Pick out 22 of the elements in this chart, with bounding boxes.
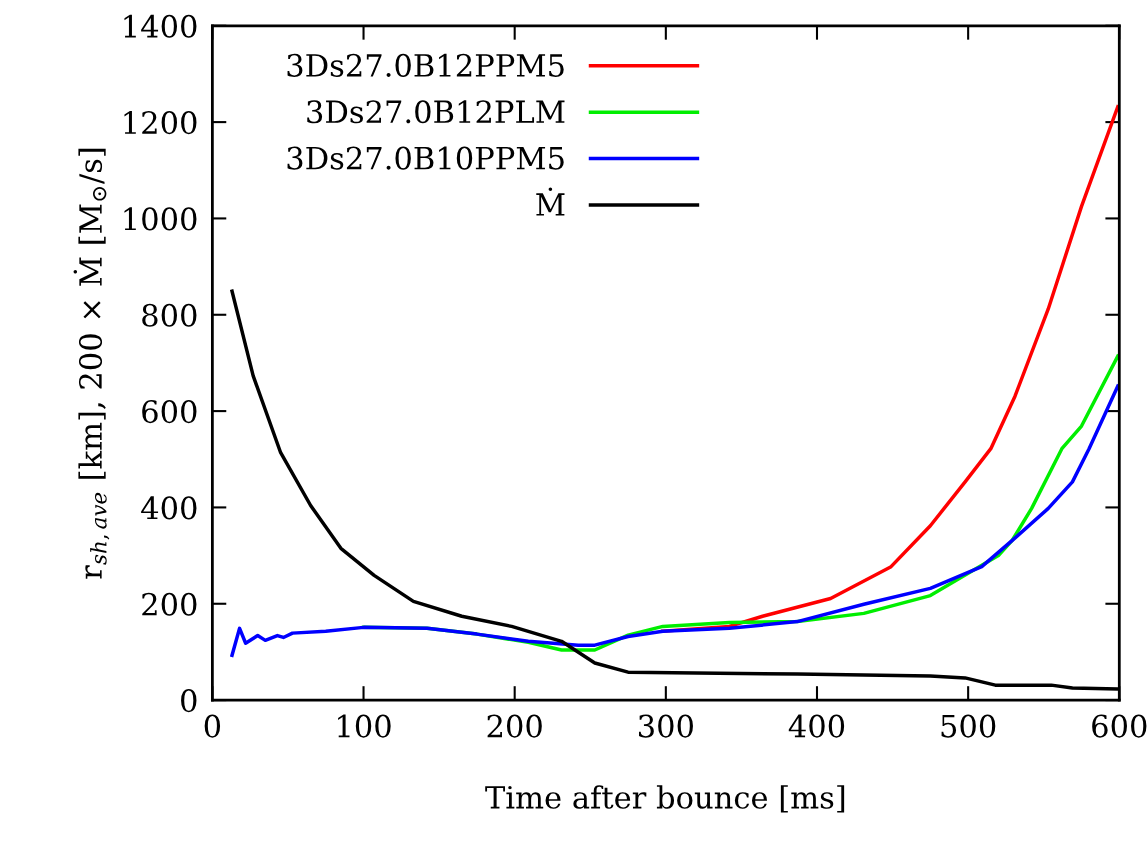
legend-label: 3Ds27.0B12PLM <box>307 100 565 124</box>
y-tick-label: 600 <box>142 400 197 424</box>
x-tick-label: 500 <box>941 714 996 738</box>
y-tick-label: 400 <box>141 496 197 520</box>
x-tick-label: 600 <box>1092 714 1147 738</box>
y-tick-label: 1200 <box>124 111 197 135</box>
y-tick-label: 1000 <box>124 207 197 231</box>
y-tick-label: 200 <box>142 592 197 616</box>
x-tick-label: 400 <box>788 714 845 738</box>
x-tick-label: 300 <box>639 714 693 738</box>
legend-label: Ṁ <box>536 187 565 216</box>
y-tick-label: 800 <box>142 303 197 327</box>
x-tick-label: 100 <box>338 714 391 738</box>
x-tick-label: 0 <box>204 714 221 738</box>
y-tick-label: 1400 <box>124 14 197 38</box>
legend-label: 3Ds27.0B12PPM5 <box>287 53 564 77</box>
y-axis-title: r$_{sh,ave}$ [km], 200 × Ṁ [M$_{⊙}$/s] <box>73 148 110 579</box>
x-axis-title: Time after bounce [ms] <box>485 785 845 813</box>
x-tick-label: 200 <box>487 714 542 738</box>
line-series <box>230 384 1120 658</box>
y-tick-label: 0 <box>181 689 197 713</box>
legend-label: 3Ds27.0B10PPM5 <box>287 146 564 170</box>
